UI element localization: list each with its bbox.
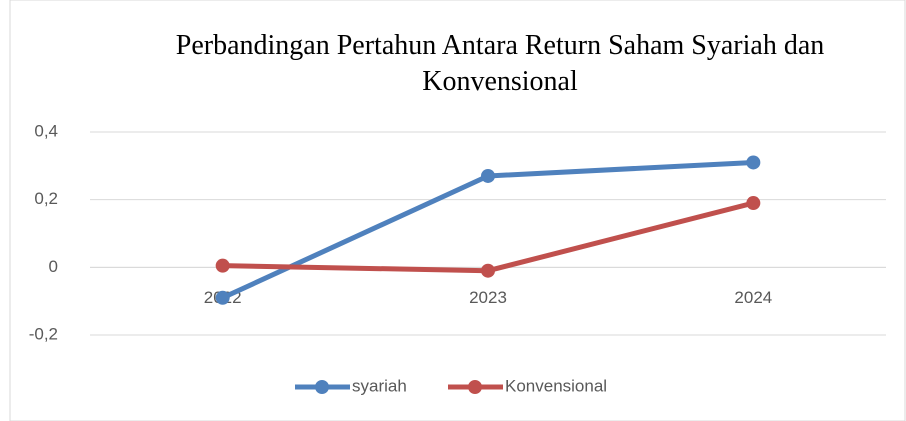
chart-frame — [9, 0, 906, 421]
point — [746, 196, 761, 211]
point — [746, 155, 761, 170]
point — [481, 263, 495, 278]
y-tick-label: -0,2 — [29, 324, 58, 343]
x-tick-label: 2023 — [469, 288, 507, 307]
y-tick-label: 0,4 — [34, 121, 58, 140]
legend-label: Konvensional — [505, 376, 607, 395]
point — [215, 290, 230, 305]
legend-marker — [315, 380, 329, 394]
y-tick-label: 0 — [49, 257, 58, 276]
legend-marker — [468, 380, 482, 394]
point — [481, 168, 495, 183]
x-tick-label: 2024 — [734, 288, 772, 307]
legend-label: syariah — [352, 376, 407, 395]
y-tick-label: 0,2 — [34, 189, 58, 208]
chart-title: Perbandingan Pertahun Antara Return Saha… — [175, 30, 825, 97]
point — [215, 258, 230, 273]
